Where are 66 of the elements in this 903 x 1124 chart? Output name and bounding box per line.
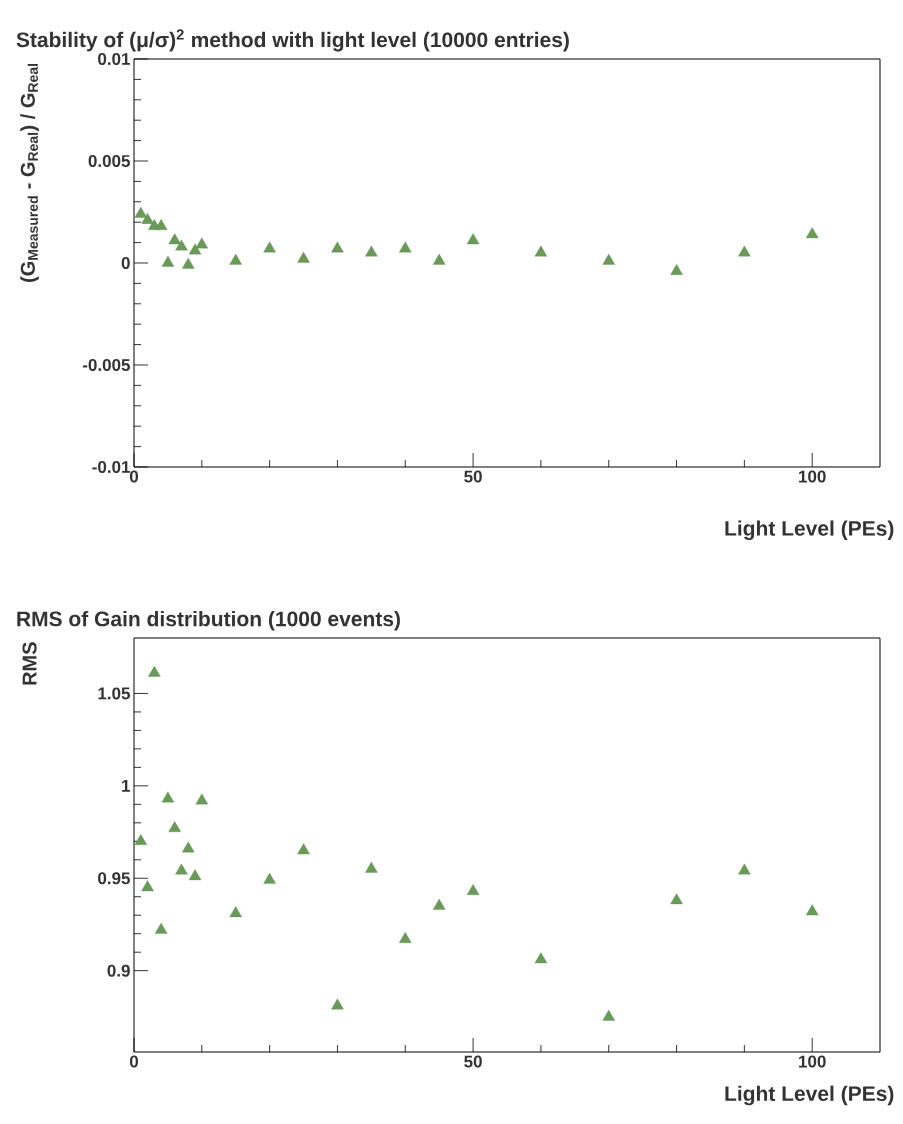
chart-title: Stability of (μ/σ)$^{2}$ method with light level (10000 entries) xyxy=(16,29,569,52)
point xyxy=(432,898,446,910)
x-tick-label: 100 xyxy=(799,1055,826,1068)
y-tick-label: 0.01 xyxy=(98,52,131,66)
chart-title: RMS of Gain distribution (1000 events) xyxy=(17,610,400,631)
point xyxy=(805,904,819,916)
point xyxy=(175,863,188,875)
point xyxy=(141,880,154,892)
point xyxy=(175,239,188,251)
point xyxy=(182,257,195,269)
point xyxy=(399,241,412,253)
point xyxy=(805,227,819,239)
y-tick-label: -0.005 xyxy=(82,358,130,372)
point xyxy=(188,243,202,255)
point xyxy=(738,863,751,875)
point xyxy=(195,793,209,805)
y-tick-label: 0.95 xyxy=(98,872,131,885)
point xyxy=(229,906,242,918)
point xyxy=(602,253,615,265)
y-tick-label: -0.01 xyxy=(92,460,131,474)
x-axis-title: Light Level (PEs) xyxy=(725,1085,894,1106)
point xyxy=(168,821,181,833)
x-tick-label: 50 xyxy=(464,1055,482,1068)
point xyxy=(670,893,683,905)
point xyxy=(188,869,202,881)
point xyxy=(263,241,276,253)
point xyxy=(263,872,276,884)
point xyxy=(331,998,344,1010)
y-tick-label: 1.05 xyxy=(98,687,131,700)
point xyxy=(297,843,310,855)
point xyxy=(738,245,751,257)
x-tick-label: 0 xyxy=(129,1055,139,1068)
x-tick-label: 100 xyxy=(799,470,826,483)
x-axis-title: Light Level (PEs) xyxy=(725,520,894,541)
x-tick-label: 0 xyxy=(129,470,139,483)
point xyxy=(399,932,412,943)
y-axis-title: (G$_{Measured}$ - G$_{Real}$) / G$_{Real}$ xyxy=(20,64,39,282)
point xyxy=(195,237,209,249)
point xyxy=(466,233,480,245)
point xyxy=(229,253,242,265)
point xyxy=(141,213,154,224)
x-tick-label: 50 xyxy=(464,470,482,483)
point xyxy=(534,952,548,964)
point xyxy=(161,255,175,267)
point xyxy=(134,206,147,218)
point xyxy=(168,233,181,245)
point xyxy=(534,245,548,257)
point xyxy=(365,245,378,257)
y-tick-label: 0.9 xyxy=(107,964,130,977)
y-tick-label: 0 xyxy=(121,256,130,270)
point xyxy=(154,922,168,934)
point xyxy=(365,861,378,873)
point xyxy=(297,251,310,263)
point xyxy=(670,264,683,275)
point xyxy=(331,241,344,253)
point xyxy=(182,841,195,853)
point xyxy=(161,791,175,803)
point xyxy=(602,1009,615,1021)
y-axis-title: RMS xyxy=(22,642,37,685)
y-tick-label: 0.005 xyxy=(88,154,130,168)
point xyxy=(432,253,446,265)
point xyxy=(134,834,147,845)
point xyxy=(148,665,161,677)
point xyxy=(154,219,168,230)
point xyxy=(466,884,480,895)
y-tick-label: 1 xyxy=(122,780,131,792)
